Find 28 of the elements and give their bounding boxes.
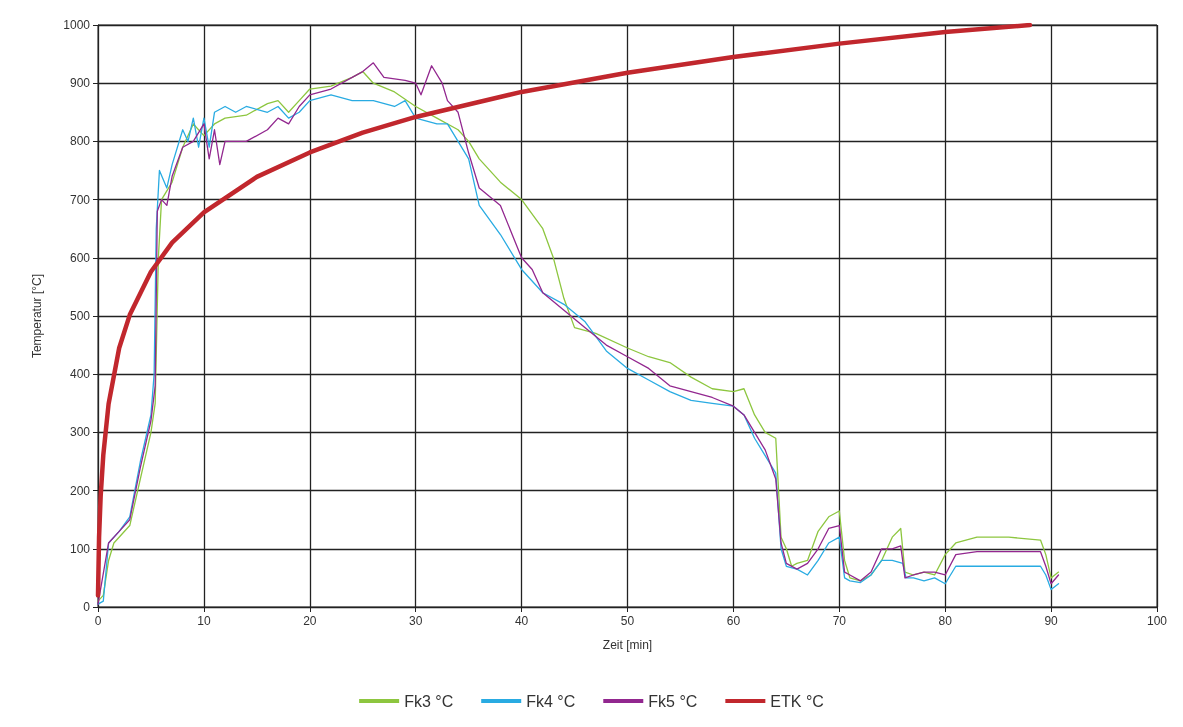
x-tick-label: 70 [832, 614, 847, 628]
y-tick-label: 1000 [63, 18, 91, 32]
y-tick-label: 500 [69, 309, 91, 323]
y-tick-label: 900 [69, 76, 91, 91]
y-tick-label: 100 [69, 541, 91, 556]
x-tick-label: 80 [938, 614, 953, 628]
legend-label: ETK °C [770, 692, 824, 710]
y-tick-label: 400 [69, 367, 91, 382]
x-tick-label: 100 [1146, 614, 1168, 628]
x-tick-label: 60 [726, 614, 741, 628]
x-tick-label: 50 [620, 614, 635, 628]
x-tick-label: 30 [409, 614, 423, 628]
x-tick-label: 0 [94, 614, 102, 628]
legend-label: Fk3 °C [404, 692, 454, 710]
legend-label: Fk4 °C [526, 692, 576, 710]
legend-label: Fk5 °C [648, 692, 698, 710]
y-tick-label: 700 [69, 192, 91, 207]
y-tick-label: 800 [69, 134, 91, 149]
x-axis-title: Zeit [min] [602, 638, 653, 652]
y-tick-label: 0 [83, 600, 91, 614]
y-axis-title: Temperatur [°C] [30, 273, 44, 359]
x-tick-label: 10 [197, 614, 211, 628]
y-tick-label: 200 [69, 483, 91, 498]
x-tick-label: 90 [1044, 614, 1059, 628]
y-tick-label: 600 [69, 250, 91, 265]
x-tick-label: 40 [514, 614, 529, 628]
x-tick-label: 20 [303, 614, 317, 628]
y-tick-label: 300 [69, 425, 91, 440]
